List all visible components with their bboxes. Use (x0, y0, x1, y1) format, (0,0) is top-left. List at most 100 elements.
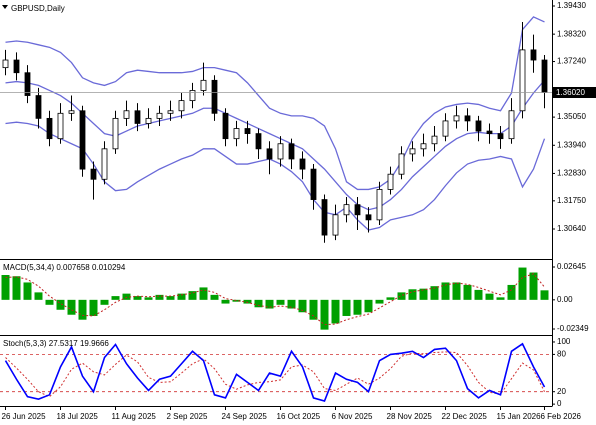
current-price-box (553, 87, 596, 99)
candle-body (420, 143, 427, 150)
candle-body (46, 117, 53, 140)
macd-bar (419, 288, 428, 300)
candle-body (310, 168, 317, 200)
candle-body (156, 112, 163, 119)
candle-body (2, 59, 9, 69)
candle-body (541, 59, 548, 93)
bollinger-lower (5, 121, 546, 231)
candle-body (24, 72, 31, 96)
candle-body (167, 110, 174, 114)
macd-bar (56, 299, 65, 310)
candle-body (244, 128, 251, 135)
macd-bar (254, 299, 263, 308)
macd-signal (5, 273, 545, 326)
candle-body (431, 135, 438, 145)
candle-body (222, 112, 229, 140)
macd-bar (243, 299, 252, 304)
macd-bar (441, 282, 450, 300)
indicator-title: Stoch(5,3,3) 27.5317 19.9666 (3, 339, 109, 348)
y-tick-label: 1.38320 (557, 29, 586, 38)
candle-body (519, 49, 526, 112)
macd-bar (507, 284, 516, 300)
candle-body (343, 204, 350, 216)
candle-body (299, 158, 306, 170)
x-tick-label: 2 Sep 2025 (167, 412, 208, 421)
symbol-marker (2, 5, 8, 9)
candle-body (508, 110, 515, 140)
macd-bar (485, 293, 494, 300)
y-tick-label: 100 (557, 337, 571, 346)
macd-bar (232, 299, 241, 302)
candle-body (464, 115, 471, 122)
macd-bar (331, 299, 340, 324)
y-tick-label: 80 (557, 350, 566, 359)
candle-body (376, 189, 383, 221)
macd-bar (309, 299, 318, 320)
x-tick-label: 18 Jul 2025 (57, 412, 99, 421)
candle-body (123, 110, 130, 119)
y-tick-label: 1.32830 (557, 169, 586, 178)
bollinger-upper (5, 16, 545, 191)
current-price-label: 1.36020 (556, 88, 585, 97)
macd-bar (540, 290, 549, 300)
y-tick-label: 1.30640 (557, 224, 586, 233)
candle-body (189, 90, 196, 102)
y-tick-label: 1.31750 (557, 196, 586, 205)
y-tick-label: 1.37240 (557, 57, 586, 66)
x-tick-label: 6 Nov 2025 (332, 412, 373, 421)
x-tick-label: 6 Feb 2026 (541, 412, 582, 421)
macd-bar (320, 299, 329, 330)
candle-body (288, 143, 295, 160)
stoch-signal (5, 351, 545, 398)
macd-bar (364, 299, 373, 313)
macd-bar (155, 294, 164, 300)
macd-bar (518, 267, 527, 300)
candle-body (332, 214, 339, 236)
candle-body (398, 153, 405, 175)
y-tick-label: 0.00 (557, 295, 573, 304)
candle-body (409, 148, 416, 155)
macd-bar (452, 282, 461, 300)
x-tick-label: 11 Aug 2025 (112, 412, 157, 421)
x-tick-label: 22 Dec 2025 (442, 412, 488, 421)
candle-body (145, 117, 152, 124)
y-tick-label: 1.35050 (557, 112, 586, 121)
stoch-main (4, 342, 546, 402)
macd-bar (496, 297, 505, 300)
candle-body (35, 95, 42, 119)
macd-bar (1, 275, 10, 300)
macd-bar (342, 299, 351, 316)
macd-bar (463, 284, 472, 300)
candle-body (475, 120, 482, 132)
candle-body (178, 100, 185, 112)
macd-bar (353, 299, 362, 315)
macd-bar (89, 299, 98, 316)
macd-bar (67, 299, 76, 315)
macd-bar (474, 289, 483, 300)
candle-body (277, 143, 284, 160)
macd-bar (221, 299, 230, 304)
macd-bar (386, 297, 395, 300)
macd-bar (78, 299, 87, 320)
candle-body (354, 204, 361, 216)
macd-bar (12, 276, 21, 300)
macd-bar (100, 299, 109, 305)
candle-body (68, 110, 75, 114)
chart-title: GBPUSD,Daily (11, 4, 65, 13)
macd-bar (177, 293, 186, 300)
macd-bar (34, 292, 43, 300)
candle-body (200, 79, 207, 91)
macd-bar (133, 296, 142, 300)
candle-body (112, 117, 119, 150)
candle-body (101, 148, 108, 180)
candle-body (365, 214, 372, 221)
candle-body (266, 148, 273, 160)
y-tick-label: 0 (557, 399, 562, 408)
macd-bar (188, 291, 197, 300)
indicator-title: MACD(5,34,4) 0.007658 0.010294 (3, 263, 126, 272)
x-tick-label: 16 Oct 2025 (277, 412, 321, 421)
y-tick-label: 1.33940 (557, 140, 586, 149)
